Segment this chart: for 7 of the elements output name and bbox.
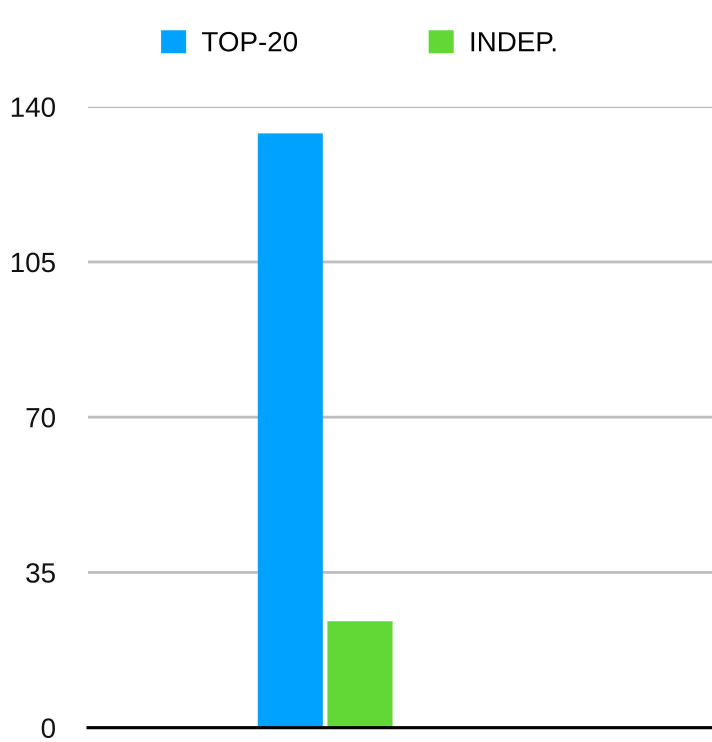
y-tick-label: 0 <box>42 718 55 738</box>
y-tick-label: 140 <box>12 97 55 118</box>
y-tick-label: 105 <box>12 252 55 272</box>
y-tick-label: 70 <box>26 408 55 428</box>
legend-label: TOP-20 <box>202 32 298 52</box>
y-tick-label: 35 <box>26 563 55 583</box>
legend-label: INDEP. <box>472 32 556 52</box>
